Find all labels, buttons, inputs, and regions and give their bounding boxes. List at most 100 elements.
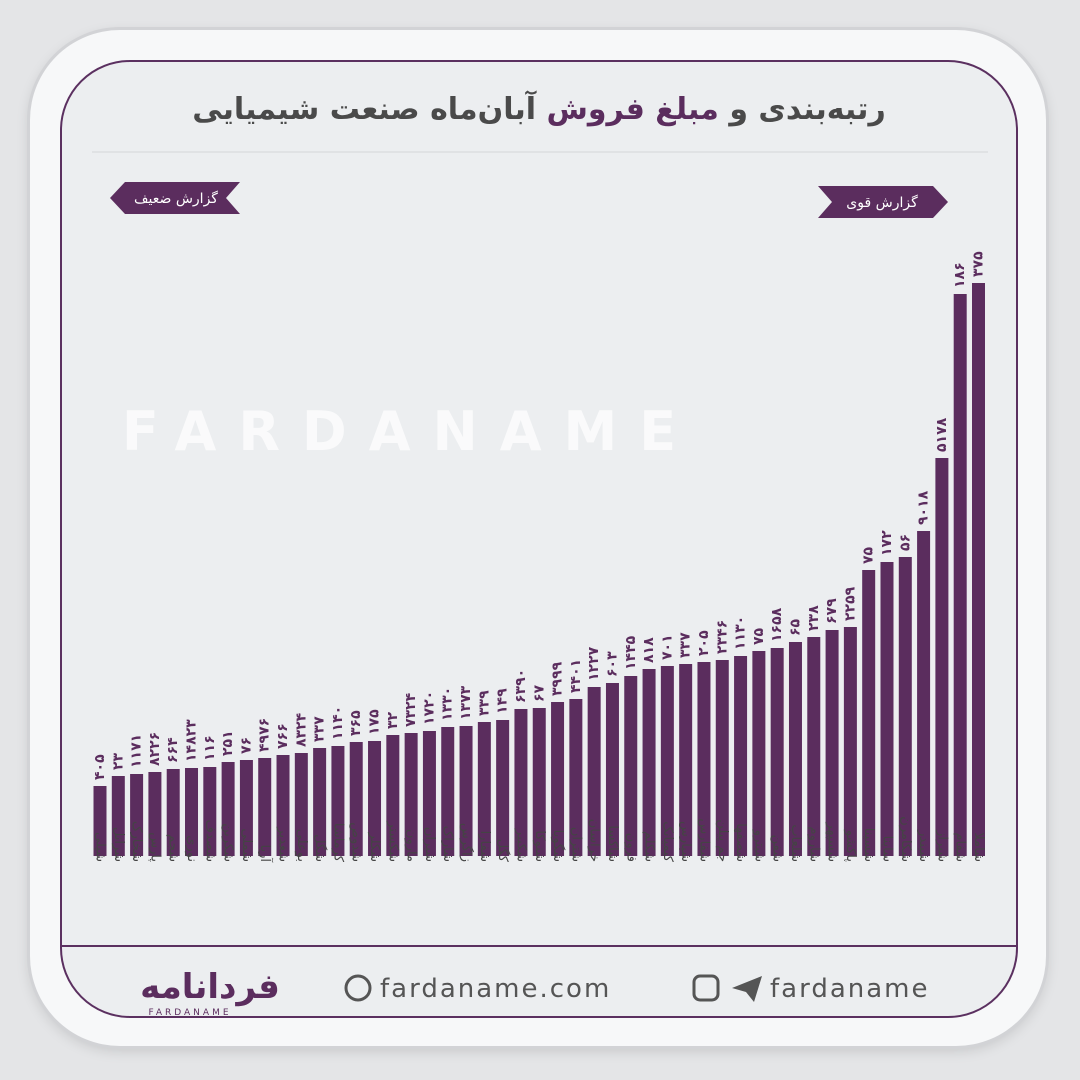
x-tick-label: شفام bbox=[953, 833, 968, 862]
bar bbox=[807, 637, 821, 856]
bar bbox=[368, 741, 382, 856]
bar bbox=[605, 683, 619, 856]
bar bbox=[752, 651, 766, 856]
x-tick-label: خراسان bbox=[587, 819, 602, 862]
bar-label: ۳۳۷ bbox=[678, 632, 694, 658]
x-tick-label: شفارا bbox=[477, 831, 492, 862]
badge bbox=[818, 186, 948, 218]
bar bbox=[239, 760, 253, 856]
x-tick-label: شپارس bbox=[678, 821, 693, 862]
bar bbox=[715, 660, 729, 856]
bar-label: ۵۶ bbox=[897, 534, 913, 551]
bar-label: ۵۱۷۸ bbox=[934, 417, 950, 452]
bar-label: ۱۱۶ bbox=[202, 735, 218, 761]
x-tick-label: کگل bbox=[495, 839, 511, 863]
x-tick-label: شفن bbox=[770, 835, 785, 862]
x-tick-label: شکربن bbox=[221, 823, 236, 862]
bar bbox=[166, 769, 180, 856]
bar-label: ۹۰۱۸ bbox=[916, 490, 932, 525]
x-tick-label: شیران bbox=[422, 827, 437, 862]
bar-label: ۱۷۵ bbox=[367, 709, 383, 735]
bar-label: ۷۰۱ bbox=[659, 634, 675, 660]
x-tick-label: فرون bbox=[623, 833, 638, 862]
x-tick-label: مارون bbox=[404, 829, 419, 862]
bar bbox=[972, 283, 985, 856]
bar-label: ۱۱۷۱ bbox=[129, 734, 145, 768]
x-tick-label: شکلر bbox=[367, 831, 382, 862]
x-tick-label: شکستر bbox=[385, 820, 400, 862]
bar-label: ۱۴۸۲۳ bbox=[184, 719, 200, 762]
bar bbox=[917, 531, 931, 856]
bar bbox=[148, 772, 162, 856]
bar-label: ۶۰۳ bbox=[604, 651, 620, 677]
bar bbox=[679, 664, 693, 856]
handle: fardaname bbox=[770, 974, 930, 1004]
bar-label: ۱۷۲ bbox=[879, 530, 895, 556]
bar-label: ۱۶۵۸ bbox=[769, 607, 785, 642]
bar-label: ۷۵ bbox=[751, 627, 767, 645]
bar-label: ۲۳۴۶ bbox=[714, 620, 730, 654]
title-part: رتبه‌بندی و bbox=[729, 92, 886, 127]
x-tick-label: آریا bbox=[257, 845, 274, 864]
bar bbox=[624, 676, 638, 856]
bar-label: ۶۵ bbox=[787, 618, 803, 636]
bar-label: ۶۷ bbox=[531, 684, 547, 702]
bar bbox=[349, 742, 363, 856]
bar bbox=[258, 758, 272, 856]
bar-label: ۸۱۸ bbox=[641, 637, 657, 663]
bar bbox=[221, 762, 235, 856]
chart-title: رتبه‌بندی و مبلغ فروش آبان‌ماه صنعت شیمی… bbox=[60, 92, 1018, 127]
bar-label: ۷۶ bbox=[238, 737, 254, 754]
bar bbox=[441, 727, 455, 856]
bar-label: ۳۹۹۹ bbox=[550, 661, 566, 696]
x-tick-label: شکامرن bbox=[898, 816, 913, 862]
x-tick-label: شفارس bbox=[696, 818, 711, 862]
bar bbox=[935, 458, 949, 856]
bar bbox=[660, 666, 674, 856]
x-tick-label: پارس bbox=[147, 832, 162, 862]
x-tick-label: شدوص bbox=[349, 822, 364, 862]
bar-label: ۱۲۲۷ bbox=[586, 646, 602, 681]
bar bbox=[880, 562, 894, 856]
bar bbox=[496, 720, 510, 856]
bar bbox=[276, 755, 290, 856]
x-tick-label: شبندر bbox=[916, 829, 931, 862]
bar bbox=[422, 731, 436, 856]
bar-label: ۴۰۵ bbox=[92, 754, 108, 780]
x-tick-label: شیترو bbox=[751, 829, 766, 862]
bar bbox=[734, 656, 748, 856]
x-tick-label: جم پیلن bbox=[715, 819, 730, 862]
x-tick-label: شاکسا bbox=[605, 825, 620, 862]
bar bbox=[313, 748, 327, 856]
x-tick-label: شاروم bbox=[806, 827, 821, 862]
bar bbox=[551, 702, 565, 856]
bar-label: ۳۷۵ bbox=[971, 251, 987, 277]
bar-label: ۴۴۰۱ bbox=[568, 659, 584, 693]
x-tick-label: شیراز bbox=[934, 829, 949, 862]
x-tick-label: شخارک bbox=[129, 821, 144, 862]
x-tick-label: شسینا bbox=[861, 828, 876, 862]
bar-label: ۱۷۲۰ bbox=[421, 691, 437, 725]
bar-label: ۶۳۹۰ bbox=[513, 669, 529, 703]
bar bbox=[862, 570, 876, 856]
x-tick-label: شکلم bbox=[642, 831, 657, 862]
bar-label: ۲۰۵ bbox=[696, 630, 712, 656]
bar-label: ۴۹۷۶ bbox=[257, 718, 273, 752]
x-tick-label: شپلی bbox=[93, 832, 108, 862]
bar-label: ۳۲ bbox=[385, 711, 401, 729]
bar bbox=[185, 768, 199, 856]
frame bbox=[60, 60, 1018, 1018]
bar bbox=[788, 642, 802, 856]
logo: فردانامه bbox=[140, 967, 280, 1007]
x-tick-label: کیمیاتک bbox=[660, 821, 675, 863]
x-tick-label: شغدیر bbox=[276, 826, 291, 862]
watermark: FARDANAME bbox=[122, 400, 698, 463]
bar-label: ۱۳۷۳ bbox=[458, 685, 474, 720]
bar-label: ۳۳۷ bbox=[312, 716, 328, 742]
badge-label: گزارش قوی bbox=[846, 194, 918, 211]
bar-label: ۱۱۳۰ bbox=[733, 616, 749, 650]
bar-label: ۳۶۵ bbox=[348, 710, 364, 736]
bar-label: ۲۲۵۹ bbox=[842, 586, 858, 621]
x-tick-label: شصدف bbox=[202, 820, 217, 862]
bar bbox=[130, 774, 144, 856]
